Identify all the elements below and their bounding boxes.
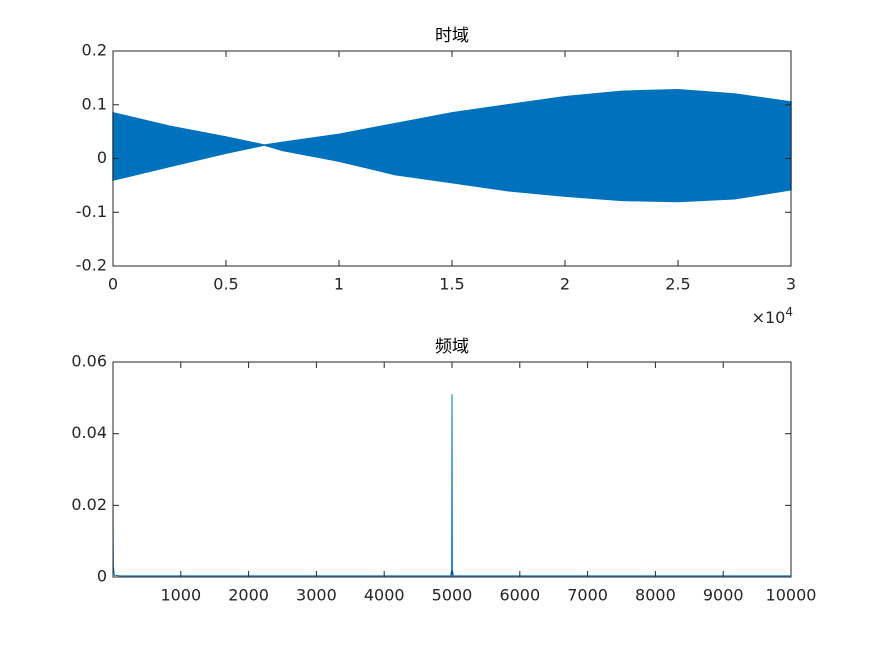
x-tick-label: 1.5	[439, 275, 464, 294]
x-tick-label: 4000	[364, 586, 405, 605]
x-multiplier: ×104	[752, 305, 793, 327]
x-tick-label: 6000	[499, 586, 540, 605]
multiplier-exponent: 4	[785, 305, 793, 319]
y-tick-label: 0.02	[71, 495, 107, 514]
x-tick-label: 1	[334, 275, 344, 294]
axes-title: 时域	[435, 26, 469, 46]
y-tick-label: 0.2	[82, 41, 107, 60]
y-tick-label: 0.06	[71, 352, 107, 371]
x-tick-label: 0	[108, 275, 118, 294]
y-tick-label: 0.1	[82, 94, 107, 113]
multiplier-base: ×10	[752, 308, 786, 327]
x-tick-label: 2.5	[665, 275, 690, 294]
y-tick-label: 0.04	[71, 423, 107, 442]
x-tick-label: 5000	[432, 586, 473, 605]
spectrum-line	[112, 394, 791, 577]
x-tick-label: 10000	[766, 586, 817, 605]
x-tick-label: 7000	[567, 586, 608, 605]
axes-title: 频域	[435, 337, 469, 357]
x-tick-label: 9000	[703, 586, 744, 605]
y-tick-label: -0.2	[76, 256, 107, 275]
x-tick-label: 8000	[635, 586, 676, 605]
x-tick-label: 0.5	[213, 275, 238, 294]
x-tick-label: 3000	[296, 586, 337, 605]
x-tick-label: 2	[560, 275, 570, 294]
y-tick-label: -0.1	[76, 202, 107, 221]
x-tick-label: 2000	[228, 586, 269, 605]
x-tick-label: 1000	[160, 586, 201, 605]
x-tick-label: 3	[786, 275, 796, 294]
y-tick-label: 0	[97, 148, 107, 167]
y-tick-label: 0	[97, 567, 107, 586]
